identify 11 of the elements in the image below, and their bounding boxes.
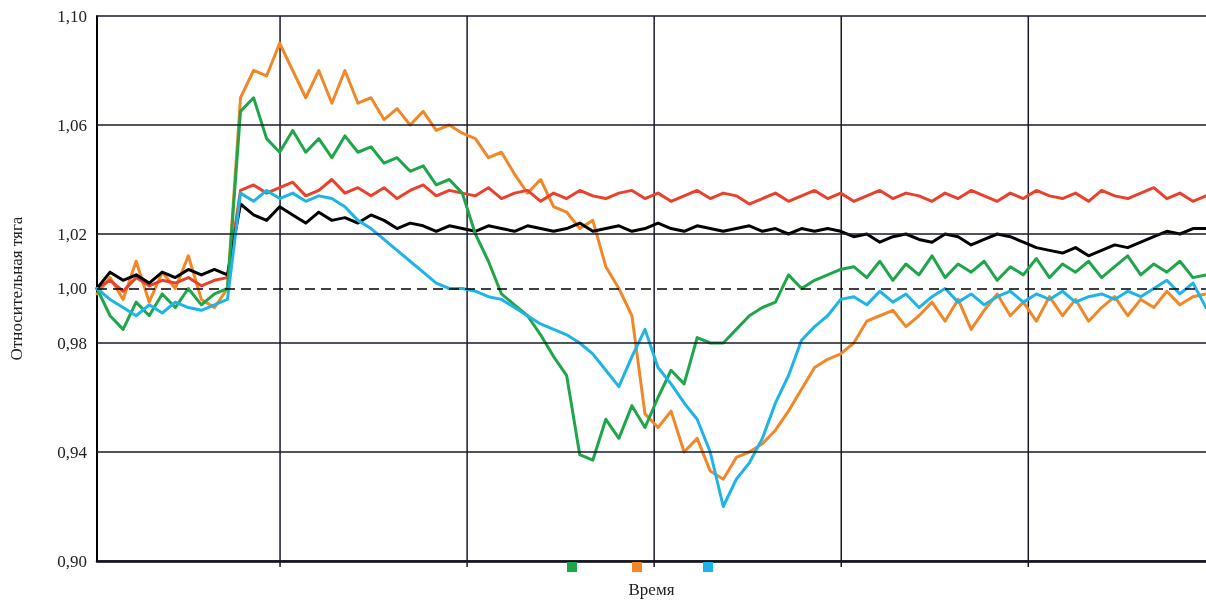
line-series [95, 188, 1206, 508]
y-tick-label: 1,02 [57, 224, 87, 244]
y-tick-label: 1,06 [57, 115, 87, 135]
y-axis-title: Относительная тяга [7, 216, 26, 361]
x-axis-title: Время [628, 580, 675, 599]
y-tick-label: 1,00 [57, 279, 87, 298]
line-series [95, 96, 1206, 462]
y-tick-label: 0,94 [57, 442, 88, 462]
y-tick-label: 0,90 [57, 551, 87, 571]
y-tick-label: 0,98 [57, 333, 87, 353]
y-tick-label: 1,10 [57, 6, 87, 26]
